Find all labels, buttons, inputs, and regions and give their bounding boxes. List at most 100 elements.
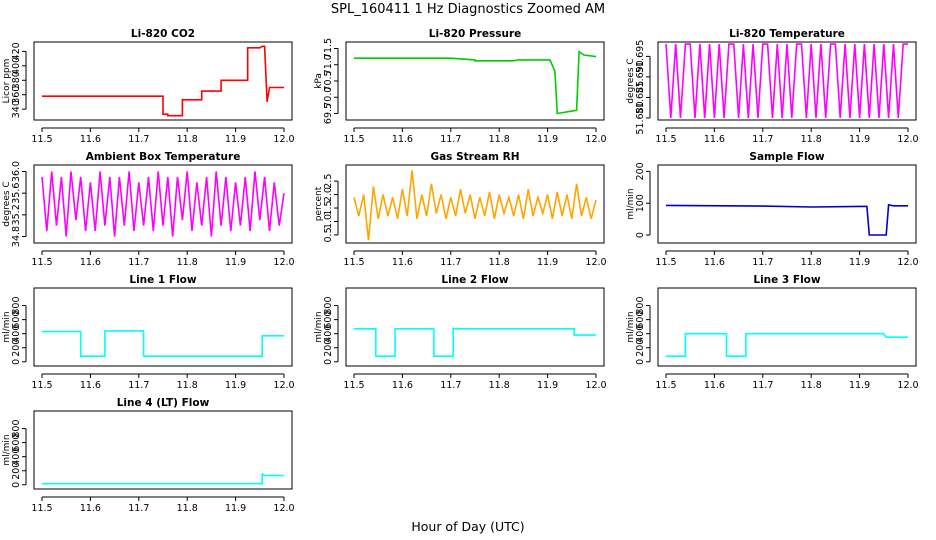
y-tick-label: 400 xyxy=(635,325,646,343)
x-tick-label: 11.5 xyxy=(343,380,364,391)
x-tick-label: 11.6 xyxy=(80,134,101,145)
y-tick-label: 51.690 xyxy=(635,60,646,93)
panel-title: Line 1 Flow xyxy=(129,274,196,286)
y-tick-label: 800 xyxy=(323,296,334,314)
x-tick-label: 11.8 xyxy=(801,380,822,391)
y-axis-label: ml/min xyxy=(626,188,636,219)
x-tick-label: 11.9 xyxy=(849,134,870,145)
panel-title: Ambient Box Temperature xyxy=(86,151,241,163)
plot-frame xyxy=(33,410,293,490)
series-line xyxy=(354,327,596,358)
y-tick-label: 35.6 xyxy=(11,183,22,204)
x-tick-label: 12.0 xyxy=(897,257,918,268)
y-tick-label: 2.0 xyxy=(323,187,334,202)
plot-frame xyxy=(657,164,917,244)
y-tick-label: 800 xyxy=(635,296,646,314)
x-tick-label: 11.9 xyxy=(537,380,558,391)
x-tick-label: 11.8 xyxy=(489,257,510,268)
x-tick-label: 12.0 xyxy=(585,257,606,268)
x-tick-label: 11.7 xyxy=(752,380,773,391)
series-line xyxy=(666,332,908,358)
x-tick-label: 11.5 xyxy=(31,257,52,268)
x-tick-label: 11.7 xyxy=(752,134,773,145)
x-tick-label: 11.8 xyxy=(801,134,822,145)
panel-title: Li-820 Pressure xyxy=(429,28,522,40)
y-tick-label: 1.0 xyxy=(323,214,334,229)
y-tick-label: 35.2 xyxy=(11,204,22,225)
y-tick-label: 600 xyxy=(11,311,22,329)
x-tick-label: 11.8 xyxy=(801,257,822,268)
y-axis-label: percent xyxy=(314,186,324,221)
y-tick-label: 200 xyxy=(635,339,646,357)
y-axis-label: Licor ppm xyxy=(2,59,12,104)
y-tick-label: 400 xyxy=(11,448,22,466)
panel-5: Gas Stream RH 11.5 11.6 11.7 11.8 11.9 12.0 0.5… xyxy=(314,151,607,268)
x-tick-label: 11.6 xyxy=(704,257,725,268)
plot-frame xyxy=(657,287,917,367)
x-tick-label: 11.9 xyxy=(225,134,246,145)
y-tick-label: 0 xyxy=(11,359,22,365)
x-tick-label: 11.6 xyxy=(80,380,101,391)
y-tick-label: 800 xyxy=(11,419,22,437)
y-axis-label: degrees C xyxy=(626,58,636,103)
y-tick-label: 200 xyxy=(11,339,22,357)
x-tick-label: 12.0 xyxy=(897,380,918,391)
y-tick-label: 71.0 xyxy=(323,54,334,75)
x-tick-label: 11.5 xyxy=(655,134,676,145)
x-tick-label: 12.0 xyxy=(585,380,606,391)
y-tick-label: 400 xyxy=(11,325,22,343)
x-tick-label: 11.7 xyxy=(440,380,461,391)
y-tick-label: 400 xyxy=(11,57,22,75)
y-tick-label: 800 xyxy=(11,296,22,314)
y-tick-label: 1.5 xyxy=(323,200,334,215)
x-tick-label: 11.7 xyxy=(128,257,149,268)
y-tick-label: 200 xyxy=(323,339,334,357)
x-tick-label: 11.6 xyxy=(392,257,413,268)
y-axis-label: ml/min xyxy=(2,434,12,465)
series-line xyxy=(354,50,597,115)
panel-9: Line 3 Flow 11.5 11.6 11.7 11.8 11.9 12.0 0 2004… xyxy=(626,274,919,391)
panel-title: Gas Stream RH xyxy=(430,151,519,163)
x-tick-label: 11.8 xyxy=(177,503,198,514)
series-line xyxy=(353,170,597,241)
plot-frame xyxy=(345,164,605,244)
panel-title: Li-820 CO2 xyxy=(131,28,195,40)
series-line xyxy=(42,330,284,358)
x-tick-label: 11.7 xyxy=(440,134,461,145)
y-tick-label: 0 xyxy=(11,482,22,488)
x-tick-label: 11.6 xyxy=(80,257,101,268)
x-tick-label: 12.0 xyxy=(273,134,294,145)
x-tick-label: 11.8 xyxy=(177,380,198,391)
y-axis-label: kPa xyxy=(314,73,324,89)
x-tick-label: 11.8 xyxy=(177,257,198,268)
y-tick-label: 400 xyxy=(323,325,334,343)
x-tick-label: 11.5 xyxy=(343,134,364,145)
y-tick-label: 2.5 xyxy=(323,174,334,189)
series-line xyxy=(665,203,908,236)
x-tick-label: 12.0 xyxy=(585,134,606,145)
y-tick-label: 0 xyxy=(635,232,646,238)
y-tick-label: 0 xyxy=(635,359,646,365)
series-line xyxy=(42,472,284,485)
x-tick-label: 11.9 xyxy=(537,134,558,145)
y-tick-label: 70.5 xyxy=(323,70,334,91)
panel-8: Line 2 Flow 11.5 11.6 11.7 11.8 11.9 12.0 0 2004… xyxy=(314,274,607,391)
x-tick-label: 12.0 xyxy=(273,503,294,514)
y-tick-label: 34.8 xyxy=(11,226,22,247)
plot-frame xyxy=(33,287,293,367)
y-tick-label: 200 xyxy=(11,462,22,480)
x-tick-label: 11.7 xyxy=(128,380,149,391)
plot-frame xyxy=(33,41,293,121)
x-tick-label: 11.9 xyxy=(225,380,246,391)
y-tick-label: 200 xyxy=(635,162,646,180)
panel-1: Li-820 CO2 11.5 11.6 11.7 11.8 11.9 12.0 340360… xyxy=(2,28,295,145)
x-tick-label: 11.6 xyxy=(392,134,413,145)
x-tick-label: 11.7 xyxy=(128,503,149,514)
plot-frame xyxy=(657,41,917,121)
y-tick-label: 380 xyxy=(11,71,22,89)
plot-frame xyxy=(345,41,605,121)
series-line xyxy=(41,171,285,237)
x-tick-label: 11.5 xyxy=(31,134,52,145)
y-tick-label: 420 xyxy=(11,42,22,60)
